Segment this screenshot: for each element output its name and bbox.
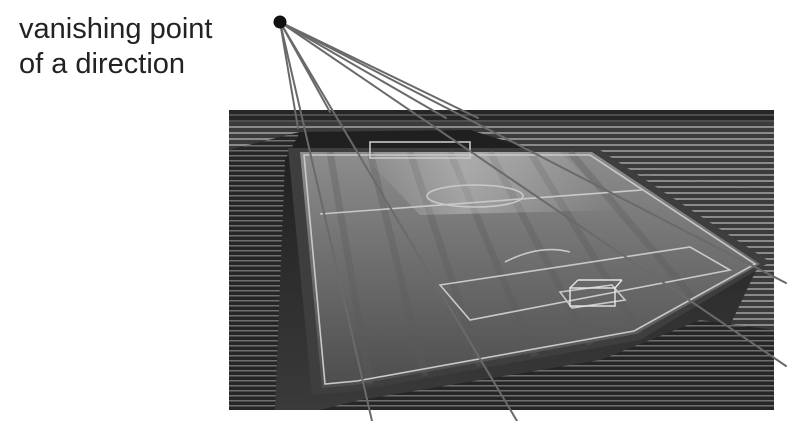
roof-shadow [229, 110, 774, 122]
sunlit-area [360, 152, 620, 215]
ray-right-upper [279, 21, 787, 284]
goal [569, 279, 623, 307]
far-stands [229, 110, 774, 190]
ray-far-center [279, 21, 447, 119]
label-line-2: of a direction [19, 48, 186, 80]
ray-near-left [279, 21, 373, 421]
near-stands [229, 320, 774, 410]
vanishing-rays [279, 21, 787, 421]
vanishing-point-label: vanishing point of a direction [19, 12, 259, 82]
ray-far-left-1 [279, 21, 299, 129]
ray-far-right [279, 21, 479, 119]
ray-near-center [279, 21, 518, 421]
vanishing-point-dot [273, 15, 287, 29]
ray-far-left-2 [279, 21, 331, 113]
label-line-1: vanishing point [19, 13, 213, 45]
ray-right-lower [279, 21, 787, 367]
left-stands [229, 132, 300, 410]
